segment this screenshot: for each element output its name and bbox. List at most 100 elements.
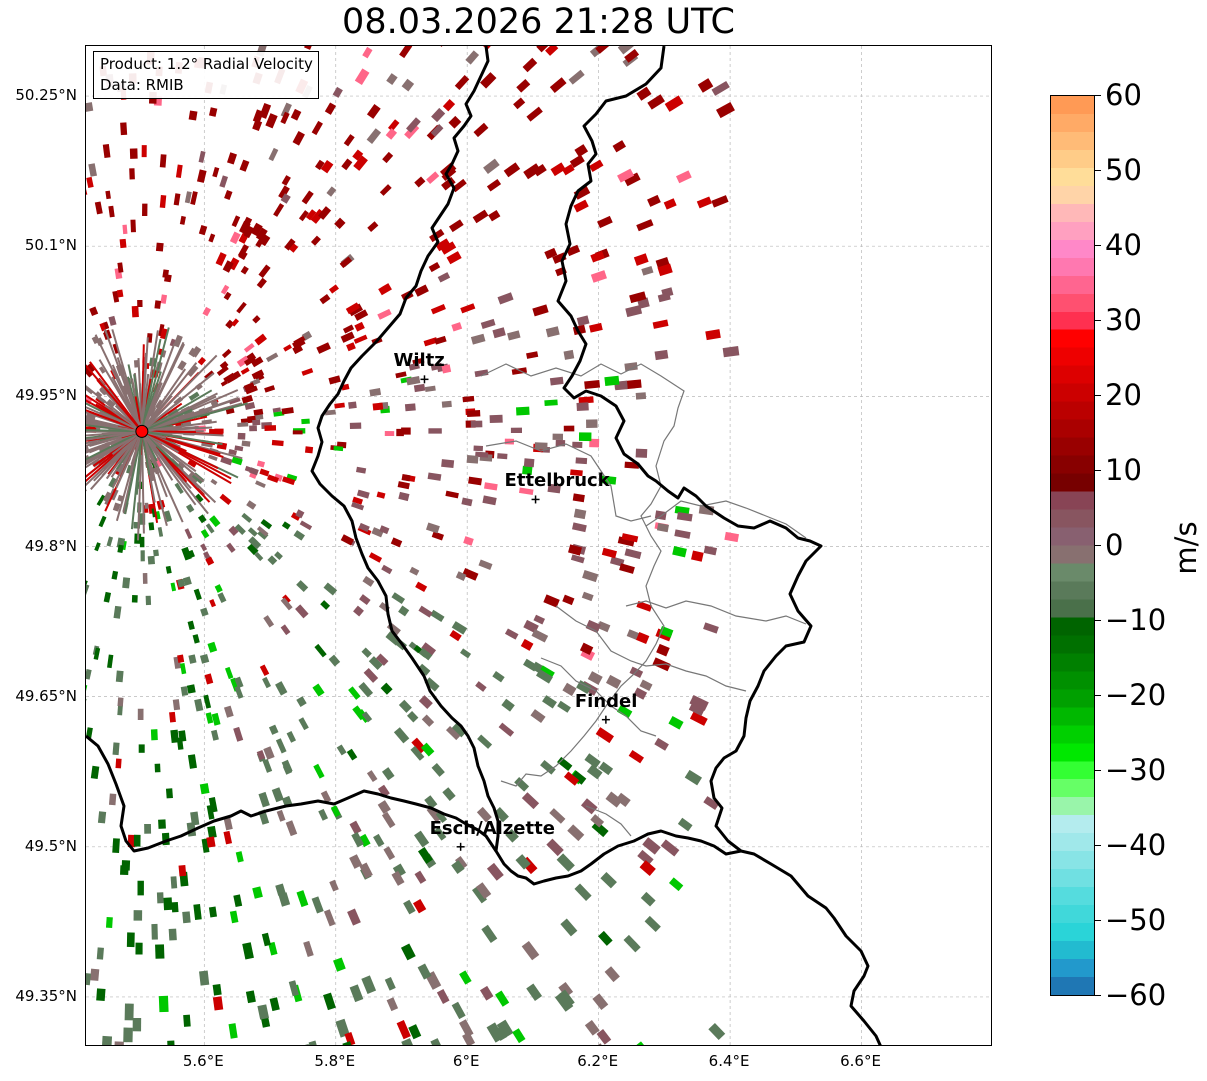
- velocity-gate: [421, 714, 435, 727]
- velocity-spoke: [105, 430, 143, 480]
- velocity-gate: [668, 716, 684, 730]
- velocity-gate: [237, 432, 246, 440]
- velocity-gate: [612, 140, 627, 153]
- velocity-gate: [381, 564, 393, 575]
- velocity-gate: [674, 529, 691, 539]
- velocity-gate: [115, 670, 124, 683]
- velocity-gate: [478, 559, 493, 570]
- velocity-gate: [406, 375, 421, 386]
- radar-site-marker: [135, 424, 149, 438]
- velocity-gate: [323, 582, 338, 596]
- velocity-gate: [397, 481, 410, 490]
- velocity-gate: [557, 700, 571, 713]
- velocity-gate: [208, 233, 216, 243]
- velocity-gate: [377, 784, 390, 798]
- velocity-gate: [208, 797, 218, 813]
- velocity-gate: [635, 392, 647, 400]
- velocity-gate: [533, 614, 546, 625]
- velocity-gate: [292, 131, 305, 146]
- velocity-gate: [354, 68, 370, 86]
- velocity-gate: [568, 69, 585, 85]
- velocity-gate: [424, 795, 438, 809]
- velocity-gate: [209, 515, 221, 528]
- velocity-gate: [249, 467, 259, 476]
- velocity-gate: [251, 369, 265, 380]
- colorbar-tick-label: 0: [1105, 528, 1124, 562]
- velocity-spoke: [140, 364, 175, 432]
- velocity-gate: [233, 894, 243, 908]
- velocity-gate: [352, 496, 363, 505]
- velocity-gate: [177, 578, 186, 588]
- velocity-gate: [657, 292, 671, 303]
- velocity-gate: [328, 654, 341, 667]
- lon-tick-label: 6.4°E: [708, 1052, 750, 1070]
- colorbar-tick-mark: [1095, 395, 1101, 396]
- velocity-gate: [451, 178, 467, 193]
- velocity-gate: [479, 985, 494, 1001]
- velocity-gate: [430, 609, 445, 622]
- velocity-spoke: [140, 338, 162, 432]
- velocity-gate: [426, 171, 440, 184]
- velocity-gate: [576, 315, 590, 327]
- velocity-gate: [562, 164, 575, 176]
- velocity-gate: [391, 592, 406, 604]
- velocity-gate: [383, 846, 396, 861]
- velocity-gate: [345, 302, 360, 315]
- velocity-spoke: [86, 429, 142, 433]
- velocity-gate: [234, 685, 244, 699]
- velocity-gate: [142, 203, 148, 217]
- velocity-gate: [352, 705, 366, 721]
- velocity-gate: [573, 508, 587, 520]
- velocity-spoke: [86, 430, 143, 461]
- velocity-spoke: [89, 361, 143, 432]
- colorbar-unit-label: m/s: [1169, 521, 1203, 575]
- canton-boundary: [480, 363, 685, 787]
- velocity-gate: [177, 360, 187, 371]
- velocity-gate: [241, 394, 254, 404]
- velocity-gate: [252, 119, 263, 132]
- velocity-gate: [437, 272, 451, 283]
- radar-map[interactable]: [85, 45, 992, 1046]
- velocity-gate: [358, 682, 374, 698]
- velocity-gate: [505, 828, 519, 843]
- velocity-gate: [280, 624, 291, 636]
- velocity-gate: [86, 413, 96, 421]
- velocity-gate: [243, 225, 255, 239]
- velocity-gate: [503, 162, 521, 178]
- velocity-gate: [521, 940, 540, 961]
- velocity-gate: [441, 364, 452, 374]
- velocity-gate: [431, 107, 446, 123]
- velocity-gate: [395, 371, 407, 379]
- velocity-gate: [247, 527, 258, 537]
- velocity-gate: [285, 820, 298, 837]
- velocity-spoke: [141, 430, 223, 446]
- velocity-gate: [198, 225, 208, 236]
- colorbar-tick-label: −20: [1105, 678, 1167, 712]
- velocity-gate: [326, 186, 337, 197]
- velocity-gate: [106, 536, 114, 547]
- velocity-gate: [223, 830, 233, 845]
- velocity-gate: [595, 46, 613, 54]
- velocity-gate: [105, 398, 116, 409]
- velocity-gate: [216, 365, 229, 377]
- velocity-gate: [298, 210, 309, 222]
- velocity-gate: [423, 337, 438, 347]
- velocity-gate: [366, 770, 378, 783]
- velocity-spoke: [135, 431, 143, 495]
- colorbar-tick-mark: [1095, 695, 1101, 696]
- velocity-gate: [159, 194, 167, 209]
- velocity-gate: [108, 793, 117, 806]
- velocity-gate: [171, 901, 179, 913]
- velocity-gate: [243, 355, 256, 366]
- velocity-gate: [236, 355, 250, 368]
- velocity-gate: [576, 402, 589, 412]
- velocity-gate: [259, 664, 270, 677]
- velocity-gate: [240, 265, 249, 275]
- velocity-gate: [99, 322, 107, 332]
- velocity-gate: [320, 160, 334, 174]
- canton-boundary: [585, 805, 632, 837]
- velocity-gate: [169, 711, 176, 723]
- velocity-gate: [280, 597, 293, 611]
- velocity-gate: [473, 122, 489, 138]
- velocity-gate: [400, 943, 416, 961]
